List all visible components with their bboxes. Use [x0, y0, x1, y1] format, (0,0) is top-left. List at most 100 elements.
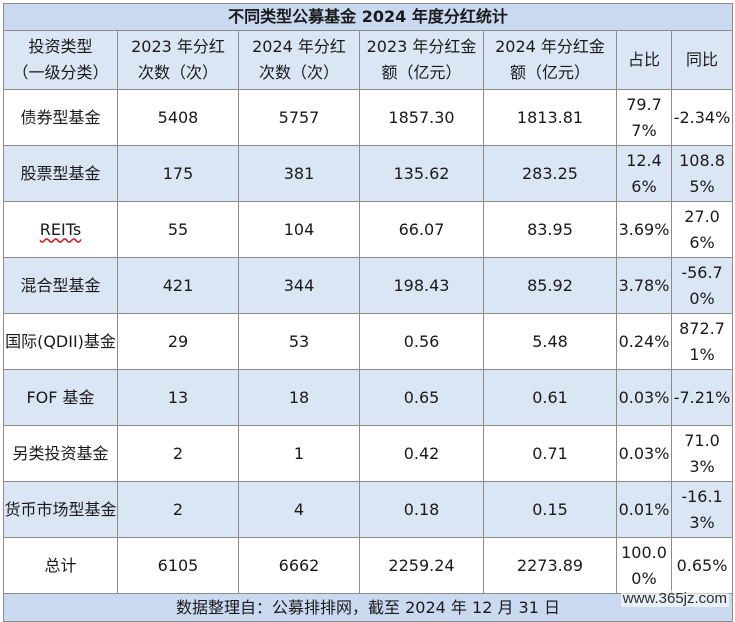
- count-2024-cell: 1: [238, 425, 360, 482]
- table-title: 不同类型公募基金 2024 年度分红统计: [2, 3, 734, 31]
- count-2023-cell: 13: [117, 369, 239, 426]
- yoy-cell-value: 27.06%: [684, 206, 720, 252]
- share-cell-value: 0.03%: [618, 443, 670, 463]
- header-amount-2024: 2024 年分红金 额（亿元）: [483, 30, 617, 90]
- header-row: 投资类型 （一级分类） 2023 年分红 次数（次） 2024 年分红 次数（次…: [3, 30, 734, 90]
- share-cell: 0.24%: [616, 313, 672, 370]
- count-2024-cell-value: 18: [288, 387, 310, 407]
- yoy-cell: -16.13%: [670, 481, 734, 538]
- total-count-2023: 6105: [117, 537, 239, 594]
- yoy-cell: -56.70%: [670, 257, 734, 314]
- fund-type-cell: FOF 基金: [3, 369, 118, 426]
- amount-2023-cell: 0.18: [359, 481, 484, 538]
- count-2024-cell-value: 4: [293, 499, 305, 519]
- watermark: www.365jz.com: [620, 590, 729, 607]
- share-cell: 0.03%: [616, 425, 672, 482]
- share-cell-value: 3.78%: [618, 275, 670, 295]
- share-cell: 3.69%: [616, 201, 672, 258]
- fund-type-cell-value: FOF 基金: [26, 387, 95, 407]
- amount-2023-cell: 135.62: [359, 145, 484, 202]
- amount-2024-cell: 0.15: [483, 481, 617, 538]
- count-2023-cell-value: 2: [172, 443, 184, 463]
- header-count-2023: 2023 年分红 次数（次）: [117, 30, 239, 90]
- share-cell: 3.78%: [616, 257, 672, 314]
- fund-type-cell: REITs: [3, 201, 118, 258]
- amount-2024-cell-value: 85.92: [527, 275, 573, 295]
- count-2024-cell: 53: [238, 313, 360, 370]
- amount-2023-cell-value: 0.56: [403, 331, 440, 351]
- amount-2024-cell-value: 0.15: [532, 499, 568, 519]
- fund-type-cell-value: 债券型基金: [20, 107, 101, 127]
- fund-type-cell-value: 货币市场型基金: [4, 499, 117, 519]
- amount-2024-cell: 283.25: [483, 145, 617, 202]
- count-2024-cell: 4: [238, 481, 360, 538]
- header-share: 占比: [616, 30, 672, 90]
- share-cell-value: 0.24%: [618, 331, 670, 351]
- table-row: 国际(QDII)基金 29 53 0.56 5.48 0.24% 872.71%: [3, 313, 734, 370]
- count-2023-cell: 5408: [117, 89, 239, 146]
- total-amount-2023: 2259.24: [359, 537, 484, 594]
- amount-2024-cell: 0.71: [483, 425, 617, 482]
- yoy-cell-value: -2.34%: [673, 107, 731, 127]
- header-type: 投资类型 （一级分类）: [3, 30, 118, 90]
- amount-2023-cell-value: 135.62: [393, 163, 450, 183]
- header-amount-2023: 2023 年分红金 额（亿元）: [359, 30, 484, 90]
- amount-2023-cell: 0.42: [359, 425, 484, 482]
- yoy-cell: -7.21%: [670, 369, 734, 426]
- table-row: 债券型基金 5408 5757 1857.30 1813.81 79.77% -2.34%: [3, 89, 734, 146]
- yoy-cell-value: 872.71%: [679, 318, 725, 364]
- total-label: 总计: [3, 537, 118, 594]
- amount-2024-cell-value: 5.48: [532, 331, 568, 351]
- fund-type-cell-value: REITs: [39, 219, 82, 239]
- dividend-statistics-table: 不同类型公募基金 2024 年度分红统计 投资类型 （一级分类） 2023 年分…: [2, 3, 734, 622]
- share-cell: 79.77%: [616, 89, 672, 146]
- amount-2023-cell-value: 0.42: [403, 443, 440, 463]
- share-cell-value: 3.69%: [618, 219, 670, 239]
- amount-2023-cell-value: 0.65: [403, 387, 440, 407]
- count-2023-cell-value: 13: [167, 387, 189, 407]
- count-2024-cell-value: 344: [283, 275, 315, 295]
- table-row: 混合型基金 421 344 198.43 85.92 3.78% -56.70%: [3, 257, 734, 314]
- share-cell-value: 0.01%: [618, 499, 670, 519]
- yoy-cell: -2.34%: [670, 89, 734, 146]
- count-2023-cell: 2: [117, 481, 239, 538]
- yoy-cell-value: 108.85%: [679, 150, 725, 196]
- amount-2024-cell-value: 0.71: [532, 443, 568, 463]
- count-2024-cell: 344: [238, 257, 360, 314]
- count-2023-cell: 2: [117, 425, 239, 482]
- fund-type-cell-value: 混合型基金: [20, 275, 101, 295]
- total-share-value: 100.00%: [621, 542, 667, 588]
- total-yoy: 0.65%: [670, 537, 734, 594]
- yoy-cell-value: -7.21%: [673, 387, 731, 407]
- table-row: 另类投资基金 2 1 0.42 0.71 0.03% 71.03%: [3, 425, 734, 482]
- share-cell-value: 79.77%: [626, 94, 662, 140]
- count-2023-cell: 55: [117, 201, 239, 258]
- share-cell: 12.46%: [616, 145, 672, 202]
- fund-type-cell: 股票型基金: [3, 145, 118, 202]
- fund-type-cell: 债券型基金: [3, 89, 118, 146]
- count-2024-cell-value: 5757: [278, 107, 320, 127]
- amount-2023-cell: 66.07: [359, 201, 484, 258]
- yoy-cell: 27.06%: [670, 201, 734, 258]
- amount-2023-cell-value: 66.07: [398, 219, 445, 239]
- amount-2024-cell: 85.92: [483, 257, 617, 314]
- count-2023-cell: 421: [117, 257, 239, 314]
- amount-2024-cell: 0.61: [483, 369, 617, 426]
- fund-type-cell-value: 另类投资基金: [12, 443, 109, 463]
- count-2024-cell-value: 381: [283, 163, 315, 183]
- amount-2023-cell-value: 1857.30: [388, 107, 455, 127]
- fund-type-cell: 另类投资基金: [3, 425, 118, 482]
- yoy-cell: 108.85%: [670, 145, 734, 202]
- count-2023-cell-value: 175: [162, 163, 194, 183]
- count-2023-cell: 175: [117, 145, 239, 202]
- count-2023-cell-value: 5408: [157, 107, 199, 127]
- amount-2024-cell-value: 83.95: [527, 219, 573, 239]
- total-amount-2024: 2273.89: [483, 537, 617, 594]
- total-count-2024: 6662: [238, 537, 360, 594]
- amount-2023-cell: 0.56: [359, 313, 484, 370]
- count-2023-cell-value: 55: [167, 219, 189, 239]
- table-row: REITs 55 104 66.07 83.95 3.69% 27.06%: [3, 201, 734, 258]
- share-cell-value: 12.46%: [626, 150, 662, 196]
- fund-type-cell: 混合型基金: [3, 257, 118, 314]
- count-2024-cell-value: 1: [293, 443, 305, 463]
